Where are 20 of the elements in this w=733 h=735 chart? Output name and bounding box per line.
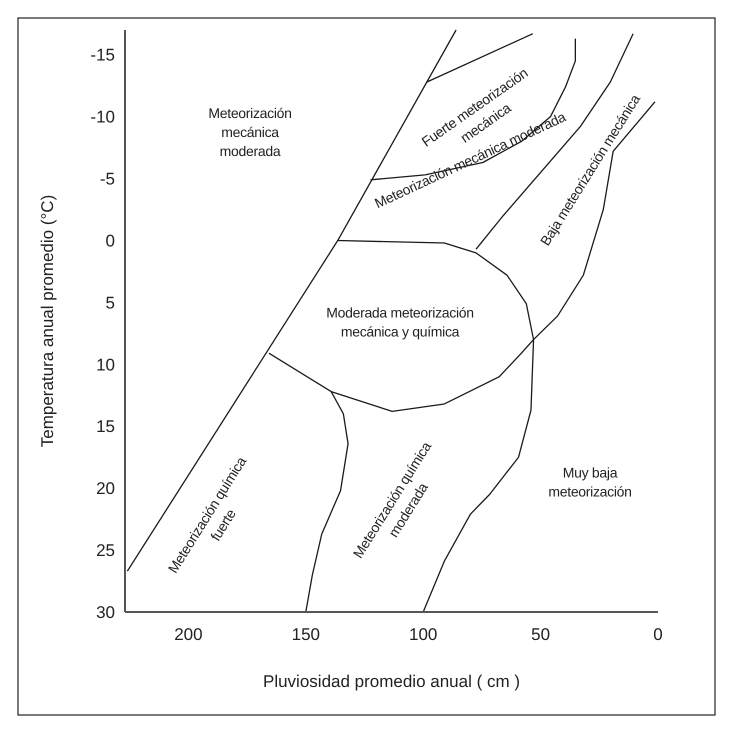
y-axis-title: Temperatura anual promedio (°C) [38,194,57,448]
annotation: Meteorización mecánica moderada [208,104,292,159]
y-tick-label: 15 [96,417,115,436]
y-tick-label: -5 [100,170,115,189]
y-tick-label: -10 [90,108,115,127]
y-tick-label: 5 [106,293,115,312]
y-tick-label: 25 [96,541,115,560]
annotation: Moderada meteorización mecánica y química [326,304,474,340]
x-tick-label: 200 [174,625,203,644]
x-tick-label: 50 [531,625,550,644]
x-tick-label: 100 [409,625,438,644]
y-tick-label: 10 [96,355,115,374]
x-axis-title: Pluviosidad promedio anual ( cm ) [262,672,520,691]
x-tick-label: 150 [292,625,320,644]
x-tick-label: 0 [653,625,663,644]
y-tick-label: -15 [90,46,115,65]
y-tick-label: 30 [96,602,115,622]
y-tick-label: 20 [96,479,115,498]
annotation: Muy baja meteorización [548,464,632,500]
y-tick-label: 0 [106,231,115,250]
